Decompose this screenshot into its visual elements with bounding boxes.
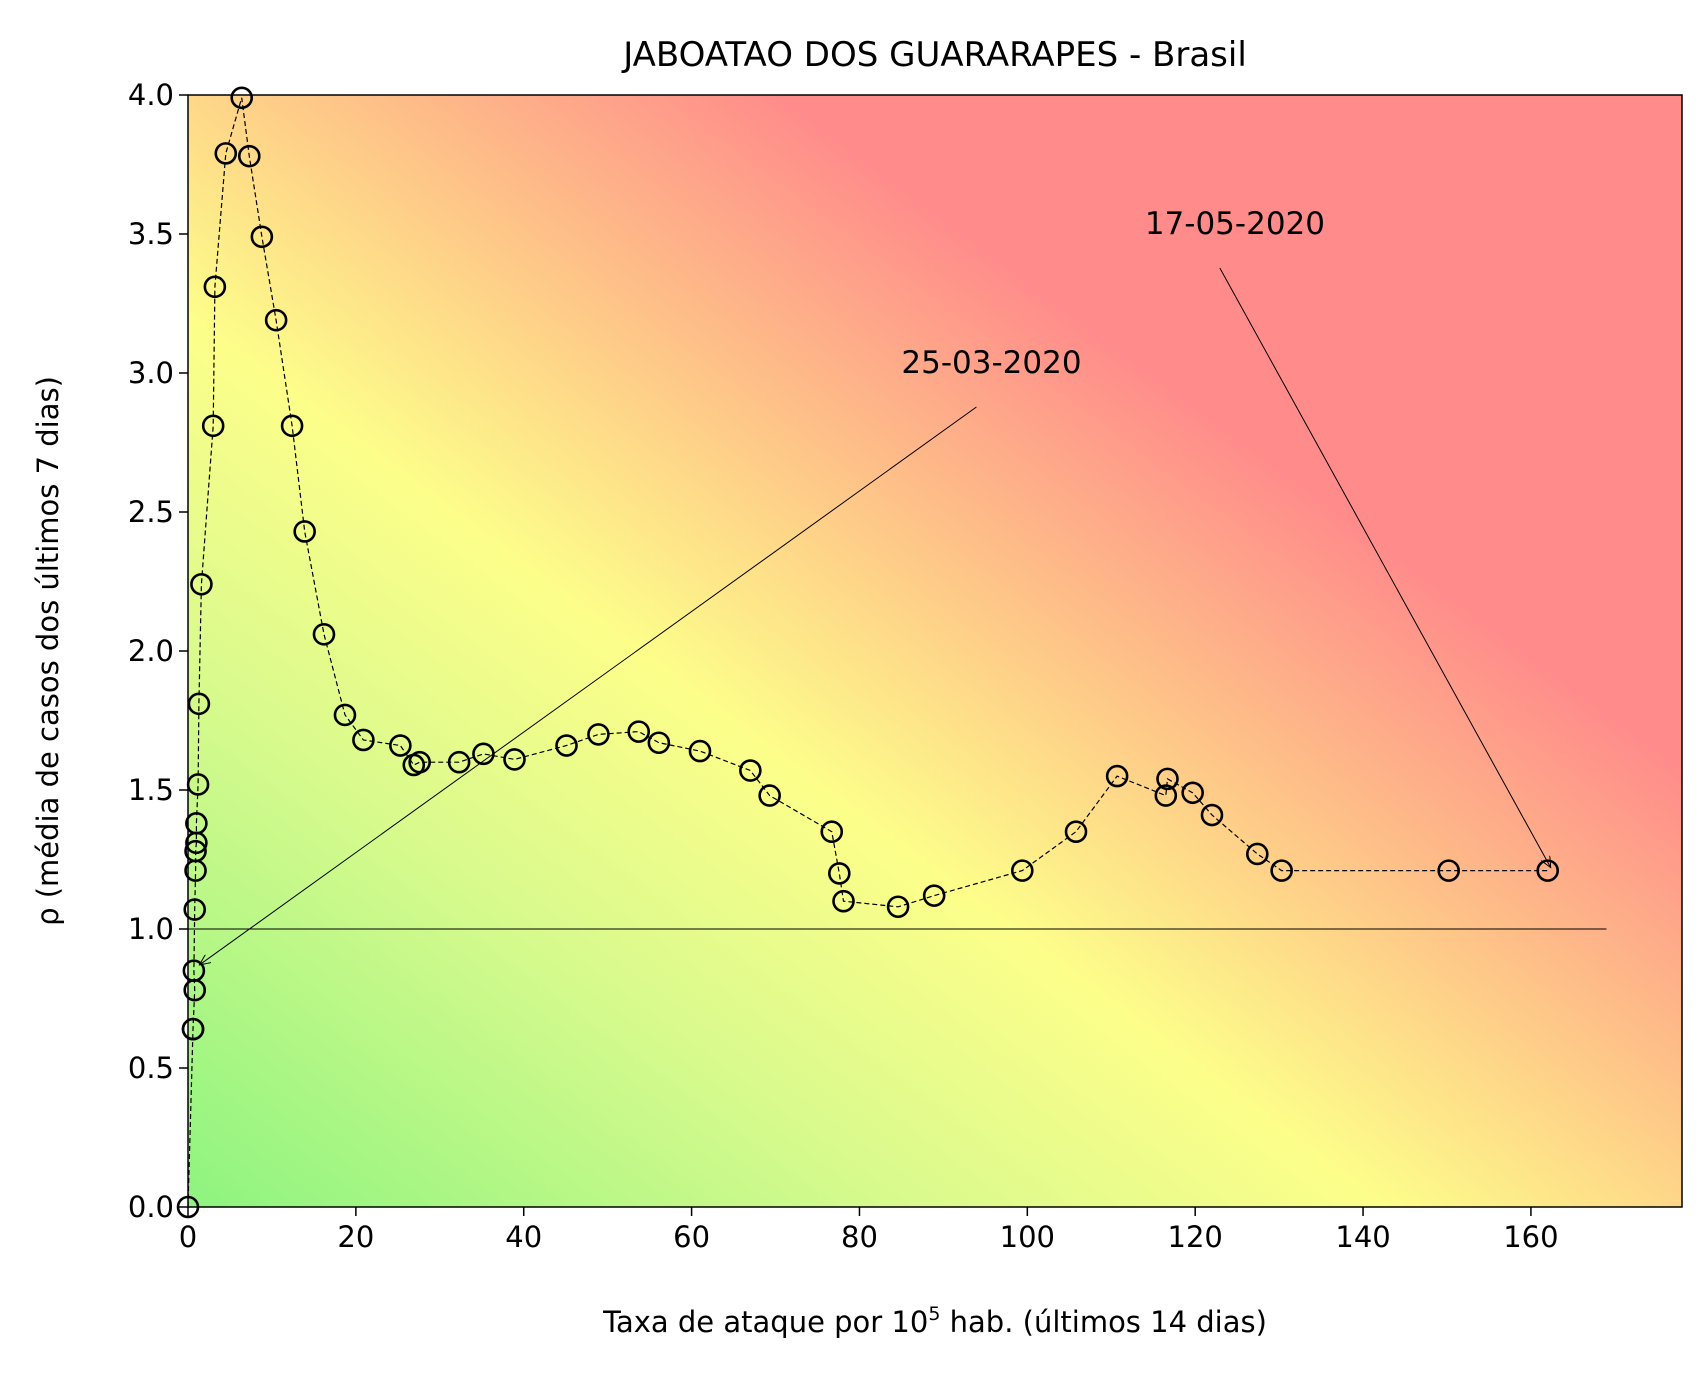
data-point xyxy=(1181,781,1204,805)
data-point xyxy=(182,959,206,983)
annotation-label: 17-05-2020 xyxy=(1145,206,1325,242)
y-tick-label: 3.0 xyxy=(128,356,174,390)
y-tick-label: 1.0 xyxy=(128,912,174,946)
data-point xyxy=(333,703,357,727)
x-axis-label-main: Taxa de ataque por 10 xyxy=(602,1305,928,1339)
x-tick-label: 80 xyxy=(841,1220,878,1254)
y-tick-label: 3.5 xyxy=(128,217,174,251)
annotation-layer: 25-03-2020 17-05-2020 xyxy=(199,206,1550,965)
data-point xyxy=(627,720,651,743)
data-point xyxy=(1246,842,1269,866)
y-tick-label: 2.5 xyxy=(128,495,174,529)
plot-background xyxy=(188,95,1682,1207)
chart-title: JABOATAO DOS GUARARAPES - Brasil xyxy=(621,35,1247,75)
data-point xyxy=(203,275,227,299)
data-point xyxy=(447,750,471,774)
data-point xyxy=(503,748,526,771)
data-point xyxy=(758,784,781,807)
x-tick-label: 60 xyxy=(673,1220,710,1254)
y-tick-label: 4.0 xyxy=(128,78,174,112)
data-point xyxy=(181,1017,205,1041)
data-point xyxy=(820,820,844,844)
series-line xyxy=(187,97,1548,1208)
axis-ticks: 0 20 40 60 80 100 120 140 160 0.0 0.5 1.0 1.5 2.0 2.5 3… xyxy=(128,78,1559,1254)
data-point xyxy=(183,898,207,921)
x-tick-label: 40 xyxy=(505,1220,542,1254)
data-point xyxy=(587,723,610,746)
x-tick-label: 120 xyxy=(1168,1220,1223,1254)
data-point xyxy=(1200,803,1224,827)
data-point xyxy=(1154,784,1178,807)
y-tick-label: 2.0 xyxy=(128,634,174,668)
data-point xyxy=(555,734,578,757)
data-point xyxy=(408,750,431,774)
data-point xyxy=(1270,859,1293,882)
x-tick-label: 100 xyxy=(1000,1220,1055,1254)
x-axis-label-sup: 5 xyxy=(928,1303,940,1325)
series-layer xyxy=(176,86,1560,1219)
x-tick-label: 20 xyxy=(337,1220,374,1254)
y-tick-label: 1.5 xyxy=(128,773,174,807)
data-point xyxy=(828,862,851,885)
y-tick-label: 0.0 xyxy=(128,1190,174,1224)
x-axis-label: Taxa de ataque por 105 hab. (últimos 14 … xyxy=(602,1303,1267,1339)
y-tick-label: 0.5 xyxy=(128,1051,174,1085)
data-point xyxy=(647,731,671,755)
data-point xyxy=(886,895,910,919)
data-point xyxy=(1437,859,1460,882)
data-point xyxy=(922,884,946,907)
data-point xyxy=(832,889,855,913)
data-point xyxy=(293,520,316,543)
data-point xyxy=(237,144,261,168)
data-point xyxy=(184,839,207,863)
annotation-arrow xyxy=(1219,267,1551,868)
x-tick-label: 140 xyxy=(1335,1220,1390,1254)
data-point xyxy=(230,86,254,110)
data-point xyxy=(214,142,238,165)
plot-frame xyxy=(187,94,1683,1208)
data-point xyxy=(352,728,375,752)
data-point xyxy=(280,414,304,438)
data-point xyxy=(1064,820,1088,844)
data-point xyxy=(739,759,762,782)
data-point xyxy=(389,734,412,757)
annotation-label: 25-03-2020 xyxy=(901,345,1081,381)
data-point xyxy=(1010,859,1034,882)
x-tick-label: 0 xyxy=(179,1220,197,1254)
data-point xyxy=(190,572,213,596)
data-point xyxy=(312,623,336,646)
data-point xyxy=(264,308,288,332)
x-tick-label: 160 xyxy=(1503,1220,1558,1254)
x-axis-label-rest: hab. (últimos 14 dias) xyxy=(940,1305,1267,1339)
annotation-arrow xyxy=(199,406,977,965)
data-point xyxy=(1105,764,1129,788)
data-point xyxy=(187,692,211,716)
data-point xyxy=(688,739,712,763)
data-point xyxy=(201,414,225,438)
data-point xyxy=(1156,767,1179,791)
y-axis-label: ρ (média de casos dos últimos 7 dias) xyxy=(31,376,65,926)
data-point xyxy=(250,225,274,249)
data-point xyxy=(185,812,208,835)
